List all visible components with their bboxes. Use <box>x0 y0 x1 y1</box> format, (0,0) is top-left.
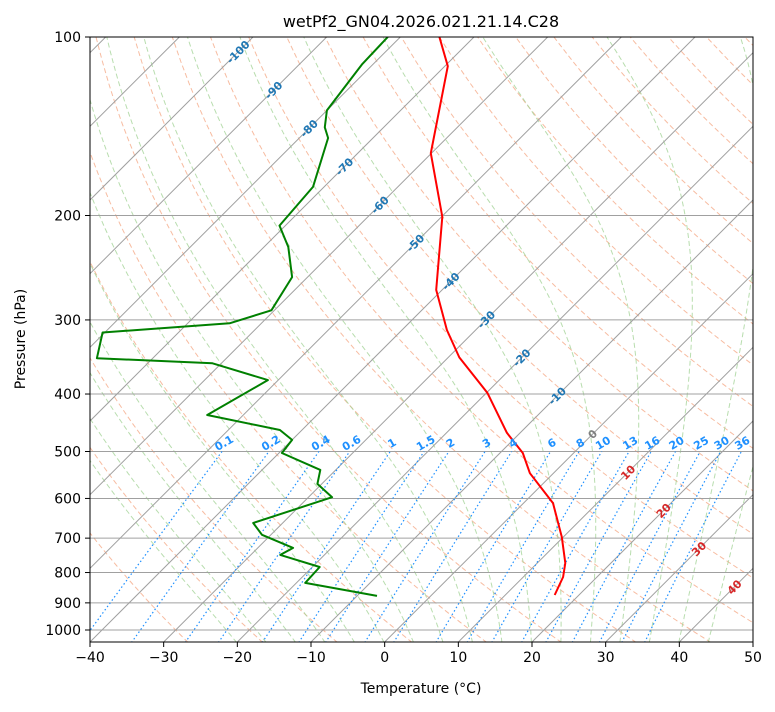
x-tick-label: 30 <box>597 650 615 666</box>
moist-adiabat-line <box>188 37 503 643</box>
moist-adiabat-line <box>240 37 532 643</box>
moist-adiabat-line <box>0 37 266 643</box>
mixing-ratio-label: 20 <box>667 434 687 453</box>
mixing-ratio-label: 16 <box>643 434 663 453</box>
y-tick-label: 800 <box>54 566 81 582</box>
y-tick-label: 600 <box>54 491 81 507</box>
x-tick-label: 50 <box>744 650 762 666</box>
x-tick-label: −20 <box>223 650 253 666</box>
isotherm-line <box>89 37 695 643</box>
chart-title: wetPf2_GN04.2026.021.21.14.C28 <box>283 12 559 32</box>
mixing-ratio-line <box>326 452 449 643</box>
mixing-ratio-label: 0.6 <box>340 433 364 454</box>
y-tick-label: 500 <box>54 444 81 460</box>
x-tick-label: −10 <box>296 650 326 666</box>
moist-adiabat-line <box>304 37 561 643</box>
x-tick-label: 20 <box>523 650 541 666</box>
mixing-ratio-label: 3 <box>480 436 493 451</box>
moist-adiabat-line <box>708 37 775 643</box>
mixing-ratio-label: 13 <box>620 434 640 453</box>
mixing-ratio-label: 1 <box>386 436 399 451</box>
mixing-ratio-label: 30 <box>712 434 732 453</box>
x-tick-label: 10 <box>449 650 467 666</box>
temperature-profile-line <box>431 37 566 595</box>
moist-adiabat-line <box>607 37 692 643</box>
x-tick-label: −30 <box>149 650 179 666</box>
mixing-ratio-line <box>218 452 349 643</box>
mixing-ratio-label: 6 <box>545 436 558 451</box>
mixing-ratio-label: 8 <box>574 436 587 451</box>
mixing-ratio-label: 1.5 <box>414 433 437 454</box>
dry-adiabat-line <box>134 37 636 643</box>
isotherm-label: 10 <box>618 462 638 482</box>
mixing-ratio-line <box>546 452 652 643</box>
moist-adiabat-line <box>483 37 639 643</box>
mixing-ratio-label: 0.2 <box>259 433 282 454</box>
x-axis-label: Temperature (°C) <box>360 681 482 697</box>
dry-adiabat-line <box>668 37 775 643</box>
mixing-ratio-label: 0.4 <box>309 433 333 454</box>
mixing-ratio-line <box>81 452 222 643</box>
plot-frame <box>90 37 753 642</box>
isotherm-line <box>384 37 775 643</box>
isotherm-label: -70 <box>333 155 356 178</box>
y-tick-label: 100 <box>54 30 81 46</box>
isotherm-line <box>0 37 400 643</box>
y-tick-label: 900 <box>54 596 81 612</box>
x-tick-label: 0 <box>380 650 389 666</box>
dry-adiabat-line <box>478 37 775 643</box>
isotherm-line <box>0 37 327 643</box>
y-tick-label: 300 <box>54 313 81 329</box>
mixing-ratio-line <box>599 452 700 643</box>
dry-adiabat-line <box>516 37 775 643</box>
dry-adiabat-line <box>363 37 775 643</box>
isotherm-line <box>163 37 769 643</box>
y-tick-label: 1000 <box>45 623 81 639</box>
dry-adiabat-line <box>745 37 775 643</box>
y-tick-label: 700 <box>54 531 81 547</box>
isotherm-label: -90 <box>262 79 285 102</box>
isotherm-line <box>458 37 775 643</box>
dry-adiabat-line <box>592 37 775 643</box>
isotherm-line <box>752 37 775 643</box>
moist-adiabat-line <box>0 37 237 643</box>
dry-adiabat-line <box>707 37 775 643</box>
isotherm-label: -100 <box>224 38 253 67</box>
mixing-ratio-label: 0.1 <box>212 433 235 454</box>
x-tick-label: −40 <box>75 650 105 666</box>
y-tick-label: 400 <box>54 387 81 403</box>
x-tick-label: 40 <box>670 650 688 666</box>
isotherm-line <box>0 37 474 643</box>
dry-adiabat-line <box>439 37 775 643</box>
mixing-ratio-label: 2 <box>444 436 457 451</box>
mixing-ratio-label: 36 <box>733 434 753 453</box>
isotherm-line <box>0 37 253 643</box>
y-axis-label: Pressure (hPa) <box>13 289 29 389</box>
dry-adiabat-line <box>58 37 487 643</box>
dry-adiabat-line <box>20 37 413 643</box>
mixing-ratio-line <box>262 452 390 643</box>
dry-adiabat-line <box>554 37 775 643</box>
y-tick-label: 200 <box>54 209 81 225</box>
